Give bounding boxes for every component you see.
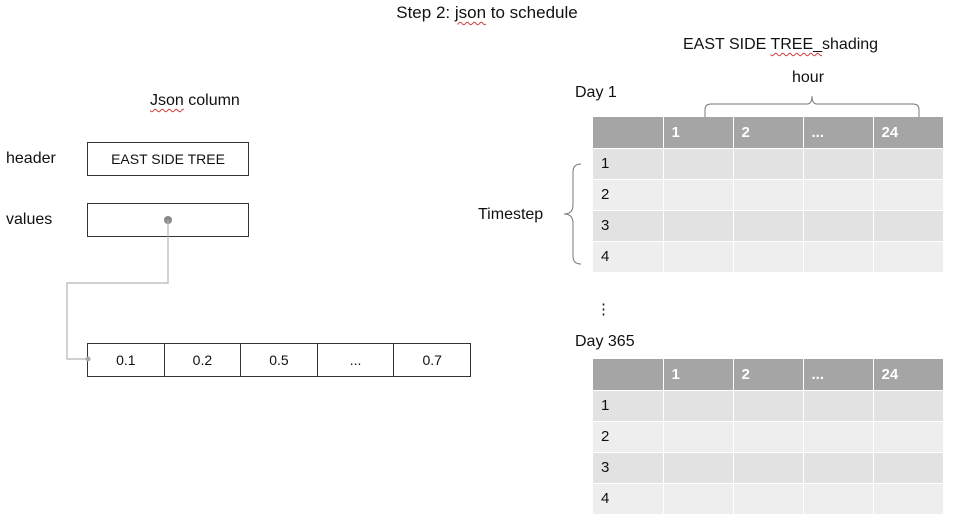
header-cell: 24 xyxy=(873,359,944,391)
array-cell: ... xyxy=(318,344,395,376)
timestep-cell: 4 xyxy=(593,241,664,273)
header-cell: 1 xyxy=(663,359,734,391)
array-cell: 0.2 xyxy=(165,344,242,376)
header-cell: 2 xyxy=(733,359,804,391)
header-cell xyxy=(593,359,664,391)
json-column-word: Json xyxy=(150,92,184,109)
timestep-cell: 3 xyxy=(593,210,664,242)
table-row: 4 xyxy=(593,241,944,273)
header-cell: ... xyxy=(803,117,874,149)
header-cell xyxy=(593,117,664,149)
day-365-label: Day 365 xyxy=(575,333,635,350)
vertical-ellipsis: ⋮ xyxy=(596,301,611,318)
table-row: 1 xyxy=(593,390,944,422)
timestep-cell: 2 xyxy=(593,421,664,453)
header-label: header xyxy=(6,150,56,167)
header-cell: 1 xyxy=(663,117,734,149)
timestep-brace xyxy=(563,163,582,265)
day-365-table: 1 2 ... 24 1 2 3 4 xyxy=(593,359,944,515)
title-suffix: to schedule xyxy=(486,3,578,22)
values-array: 0.1 0.2 0.5 ... 0.7 xyxy=(87,343,471,377)
page-title: Step 2: json to schedule xyxy=(0,3,974,23)
day-1-table: 1 2 ... 24 1 2 3 4 xyxy=(593,117,944,273)
json-column-rest: column xyxy=(183,92,240,109)
header-cell: 24 xyxy=(873,117,944,149)
header-value-box: EAST SIDE TREE xyxy=(87,142,249,176)
table-row: 1 xyxy=(593,148,944,180)
table-header-row: 1 2 ... 24 xyxy=(593,117,944,149)
timestep-cell: 4 xyxy=(593,483,664,515)
array-cell: 0.1 xyxy=(88,344,165,376)
hour-brace xyxy=(704,95,920,117)
header-cell: ... xyxy=(803,359,874,391)
timestep-cell: 1 xyxy=(593,390,664,422)
header-value-text: EAST SIDE TREE xyxy=(111,151,225,167)
json-column-heading: Json column xyxy=(150,92,240,110)
timestep-cell: 3 xyxy=(593,452,664,484)
day-1-label: Day 1 xyxy=(575,84,617,101)
schedule-name-word: TREE_ xyxy=(770,36,823,53)
connector-path xyxy=(66,220,169,360)
hour-label: hour xyxy=(792,69,825,86)
table-row: 2 xyxy=(593,179,944,211)
array-cell: 0.7 xyxy=(422,352,442,368)
schedule-name-pre: EAST SIDE xyxy=(683,36,771,53)
values-label: values xyxy=(6,211,53,228)
values-connector xyxy=(66,216,172,362)
title-prefix: Step 2: xyxy=(396,3,455,22)
timestep-label: Timestep xyxy=(478,206,544,223)
table-header-row: 1 2 ... 24 xyxy=(593,359,944,391)
timestep-cell: 1 xyxy=(593,148,664,180)
header-cell: 2 xyxy=(733,117,804,149)
connector-end-dot xyxy=(85,356,91,362)
array-cell: 0.5 xyxy=(241,344,318,376)
table-row: 2 xyxy=(593,421,944,453)
schedule-name: EAST SIDE TREE_shading xyxy=(683,36,878,54)
title-json-word: json xyxy=(454,3,487,22)
table-row: 3 xyxy=(593,210,944,242)
schedule-name-post: shading xyxy=(822,36,879,53)
timestep-cell: 2 xyxy=(593,179,664,211)
table-row: 3 xyxy=(593,452,944,484)
table-row: 4 xyxy=(593,483,944,515)
